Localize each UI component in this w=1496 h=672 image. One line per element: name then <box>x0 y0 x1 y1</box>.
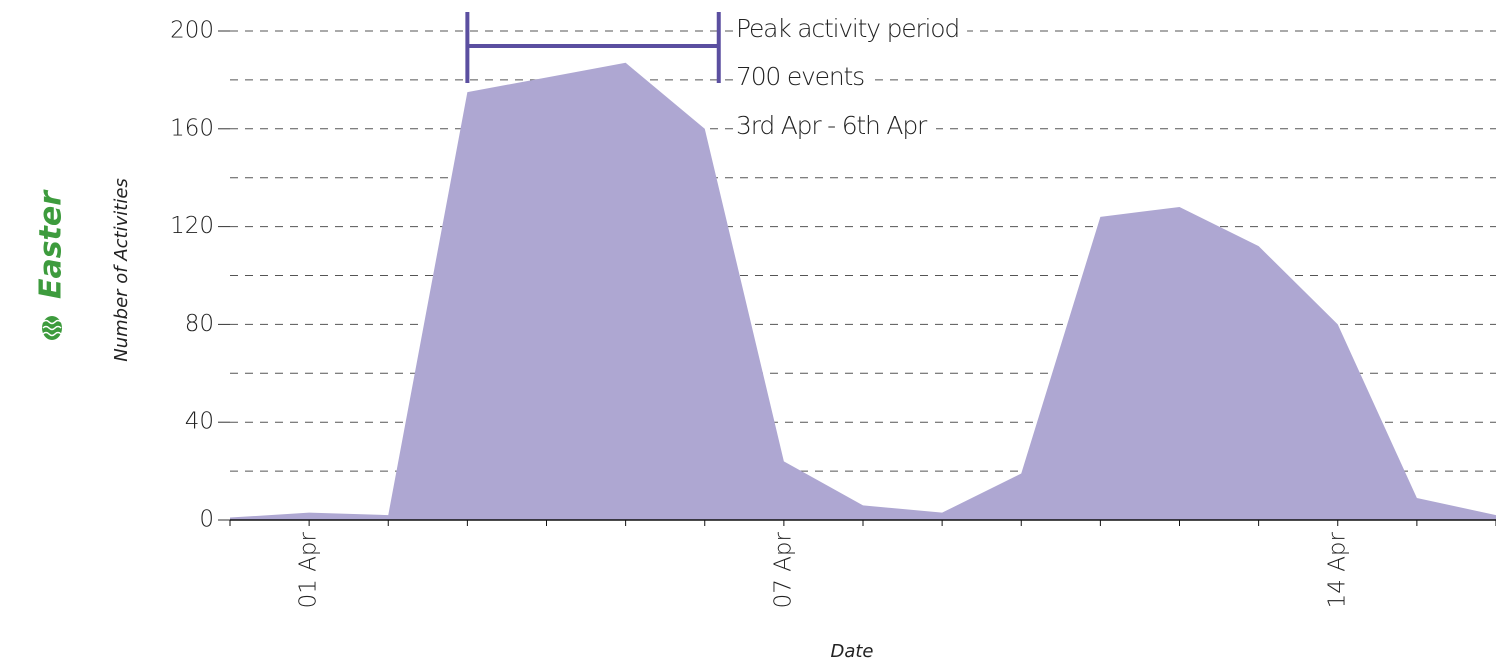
area <box>230 62 1496 520</box>
side-label-group: Easter <box>34 189 69 340</box>
y-axis-label: Number of Activities <box>111 178 132 362</box>
y-tick-label: 0 <box>199 507 214 533</box>
y-tick-label: 200 <box>170 18 214 44</box>
annotation-bg <box>734 62 873 91</box>
egg-stripe <box>42 331 62 337</box>
x-tick-label: 01 Apr <box>296 531 322 608</box>
annotation-bg <box>734 14 968 43</box>
y-tick-label: 160 <box>170 115 214 141</box>
x-tick-label: 07 Apr <box>770 531 796 608</box>
annotation-text: 3rd Apr - 6th Apr <box>736 111 928 140</box>
egg-icon <box>42 316 62 340</box>
y-tick-label: 40 <box>185 409 214 435</box>
x-tick-label: 14 Apr <box>1324 531 1350 608</box>
y-tick-label: 120 <box>170 213 214 239</box>
x-axis-label: Date <box>830 641 873 662</box>
annotation-text: Peak activity period <box>736 14 959 43</box>
annotation-text: 700 events <box>736 62 864 91</box>
y-tick-label: 80 <box>185 311 214 337</box>
egg-stripe <box>42 325 62 331</box>
egg-stripe <box>42 319 62 325</box>
annotation-bg <box>734 111 936 140</box>
side-label: Easter <box>34 189 69 299</box>
